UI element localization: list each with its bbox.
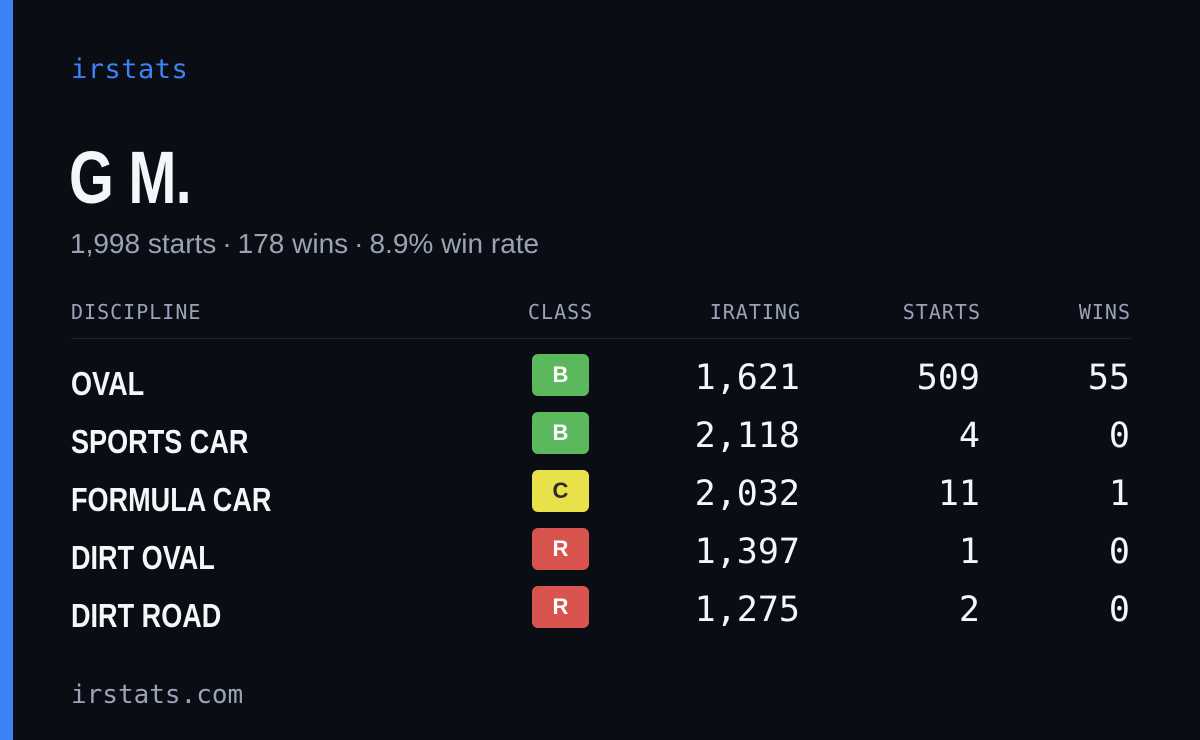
- discipline-name: SPORTS CAR: [71, 423, 249, 460]
- class-badge: R: [532, 586, 589, 628]
- summary-win-rate: 8.9% win rate: [369, 228, 540, 259]
- table-header: DISCIPLINE CLASS IRATING STARTS WINS: [71, 300, 1131, 339]
- driver-name: G M.: [69, 136, 192, 219]
- summary-separator: ·: [354, 228, 364, 259]
- wins-value: 0: [1108, 590, 1130, 630]
- starts-value: 509: [916, 358, 980, 398]
- irating-value: 1,397: [694, 532, 800, 572]
- wins-value: 0: [1108, 532, 1130, 572]
- starts-value: 1: [958, 532, 980, 572]
- discipline-name: DIRT ROAD: [71, 597, 222, 634]
- brand-logo: irstats: [71, 54, 189, 85]
- table-row: DIRT ROAD R 1,275 2 0: [71, 583, 1131, 641]
- header-irating: IRATING: [709, 300, 801, 324]
- header-discipline: DISCIPLINE: [71, 300, 202, 324]
- class-badge: B: [532, 354, 589, 396]
- accent-bar: [0, 0, 13, 740]
- summary-starts: 1,998 starts: [70, 228, 217, 259]
- discipline-name: OVAL: [71, 365, 145, 402]
- discipline-name: FORMULA CAR: [71, 481, 272, 518]
- wins-value: 1: [1108, 474, 1130, 514]
- starts-value: 11: [937, 474, 980, 514]
- wins-value: 0: [1108, 416, 1130, 456]
- class-badge: C: [532, 470, 589, 512]
- class-badge: B: [532, 412, 589, 454]
- starts-value: 2: [958, 590, 980, 630]
- footer-url: irstats.com: [71, 680, 244, 710]
- summary-separator: ·: [222, 228, 232, 259]
- irating-value: 1,621: [694, 358, 800, 398]
- header-starts: STARTS: [902, 300, 981, 324]
- header-wins: WINS: [1078, 300, 1131, 324]
- discipline-table: OVAL B 1,621 509 55 SPORTS CAR B 2,118 4…: [71, 351, 1131, 641]
- summary-wins: 178 wins: [237, 228, 349, 259]
- table-row: DIRT OVAL R 1,397 1 0: [71, 525, 1131, 583]
- wins-value: 55: [1087, 358, 1130, 398]
- table-row: SPORTS CAR B 2,118 4 0: [71, 409, 1131, 467]
- irating-value: 1,275: [694, 590, 800, 630]
- header-class: CLASS: [528, 300, 594, 324]
- table-row: OVAL B 1,621 509 55: [71, 351, 1131, 409]
- irating-value: 2,032: [694, 474, 800, 514]
- class-badge: R: [532, 528, 589, 570]
- driver-summary: 1,998 starts · 178 wins · 8.9% win rate: [70, 228, 539, 260]
- starts-value: 4: [958, 416, 980, 456]
- irating-value: 2,118: [694, 416, 800, 456]
- discipline-name: DIRT OVAL: [71, 539, 215, 576]
- table-row: FORMULA CAR C 2,032 11 1: [71, 467, 1131, 525]
